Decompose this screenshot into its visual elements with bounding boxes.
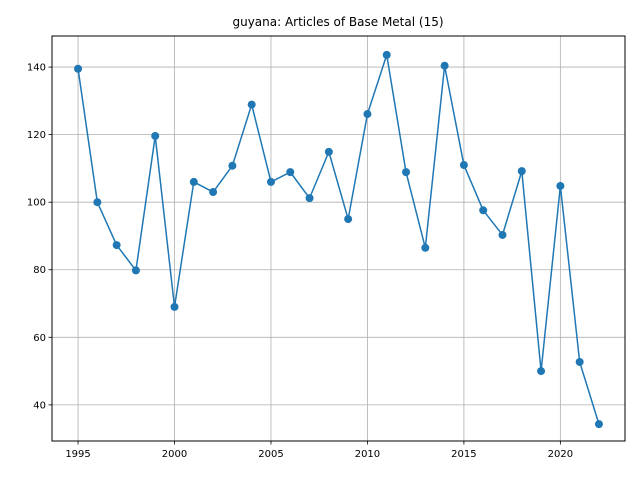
x-axis: 1995 2000 2005 2010 2015 2020 (65, 441, 573, 460)
data-point (498, 230, 507, 239)
data-point (247, 100, 256, 109)
series-line (77, 54, 600, 425)
x-tick-label: 1995 (65, 449, 90, 460)
data-point (479, 206, 488, 215)
data-point (324, 147, 333, 156)
data-point (209, 188, 218, 197)
data-point (93, 198, 102, 207)
data-point (266, 177, 275, 186)
y-tick-label: 80 (33, 265, 46, 276)
data-point (517, 167, 526, 176)
x-tick-label: 2000 (162, 449, 187, 460)
data-point (402, 168, 411, 177)
y-tick-label: 120 (27, 130, 46, 141)
data-point (112, 241, 121, 250)
data-point (440, 61, 449, 70)
y-tick-label: 60 (33, 333, 46, 344)
data-point (170, 302, 179, 311)
data-point (74, 64, 83, 73)
grid-lines (52, 36, 625, 441)
data-point (421, 243, 430, 252)
plot-frame (51, 35, 626, 442)
data-point (189, 177, 198, 186)
series-layer (74, 50, 603, 429)
data-point (305, 194, 314, 203)
data-point (556, 181, 565, 190)
data-point (286, 168, 295, 177)
x-tick-label: 2005 (258, 449, 283, 460)
x-tick-label: 2020 (548, 449, 573, 460)
data-point (459, 161, 468, 170)
data-point (594, 420, 603, 429)
data-point (131, 266, 140, 275)
y-axis: 40 60 80 100 120 140 (27, 63, 52, 411)
y-tick-label: 40 (33, 400, 46, 411)
x-tick-label: 2010 (355, 449, 380, 460)
data-point (537, 367, 546, 376)
y-tick-label: 100 (27, 198, 46, 209)
data-point (575, 357, 584, 366)
data-point (344, 215, 353, 224)
data-point (228, 161, 237, 170)
data-point (151, 131, 160, 140)
chart-title: guyana: Articles of Base Metal (15) (232, 15, 443, 29)
x-tick-label: 2015 (451, 449, 476, 460)
data-point (363, 110, 372, 119)
y-tick-label: 140 (27, 63, 46, 74)
data-point (382, 50, 391, 59)
